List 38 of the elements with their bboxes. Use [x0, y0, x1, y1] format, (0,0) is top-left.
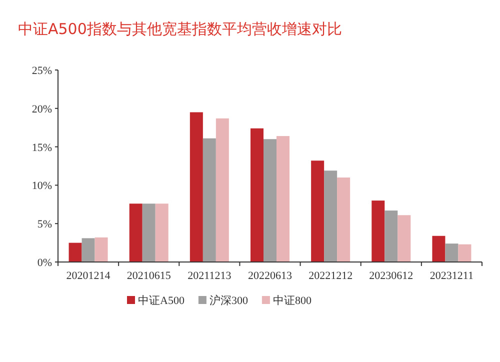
bar [337, 178, 350, 262]
bar [432, 236, 446, 262]
legend-label: 沪深300 [209, 294, 248, 307]
x-tick-label: 20221212 [308, 270, 353, 282]
x-tick-label: 20230612 [369, 270, 414, 282]
legend-label: 中证800 [272, 294, 312, 307]
legend-label: 中证A500 [138, 294, 185, 307]
y-tick-label: 5% [37, 218, 52, 231]
bar [458, 244, 472, 262]
bar [311, 160, 324, 262]
bar [216, 118, 229, 262]
bar [142, 204, 156, 262]
y-tick-label: 25% [32, 65, 52, 77]
bar [202, 138, 216, 262]
bar [155, 204, 168, 262]
chart-title: 中证A500指数与其他宽基指数平均营收增速对比 [18, 20, 342, 38]
bar [324, 170, 338, 262]
bar [82, 238, 95, 262]
bar [276, 136, 290, 262]
x-tick-label: 20211213 [188, 270, 232, 282]
bar [250, 128, 264, 262]
bar [68, 242, 82, 262]
bar [94, 237, 108, 262]
bar [190, 112, 203, 262]
bar [445, 244, 458, 262]
x-tick-label: 20231211 [430, 270, 474, 282]
x-tick-label: 20210615 [126, 270, 172, 282]
bar [129, 204, 142, 262]
bar [398, 215, 411, 262]
bar [372, 200, 385, 262]
x-tick-label: 20201214 [66, 270, 111, 282]
y-tick-label: 0% [37, 257, 52, 269]
bar [264, 139, 276, 262]
y-tick-label: 15% [32, 142, 52, 154]
bar [384, 210, 398, 262]
y-tick-label: 10% [32, 180, 52, 192]
x-tick-label: 20220613 [248, 270, 292, 282]
y-tick-label: 20% [32, 103, 52, 116]
